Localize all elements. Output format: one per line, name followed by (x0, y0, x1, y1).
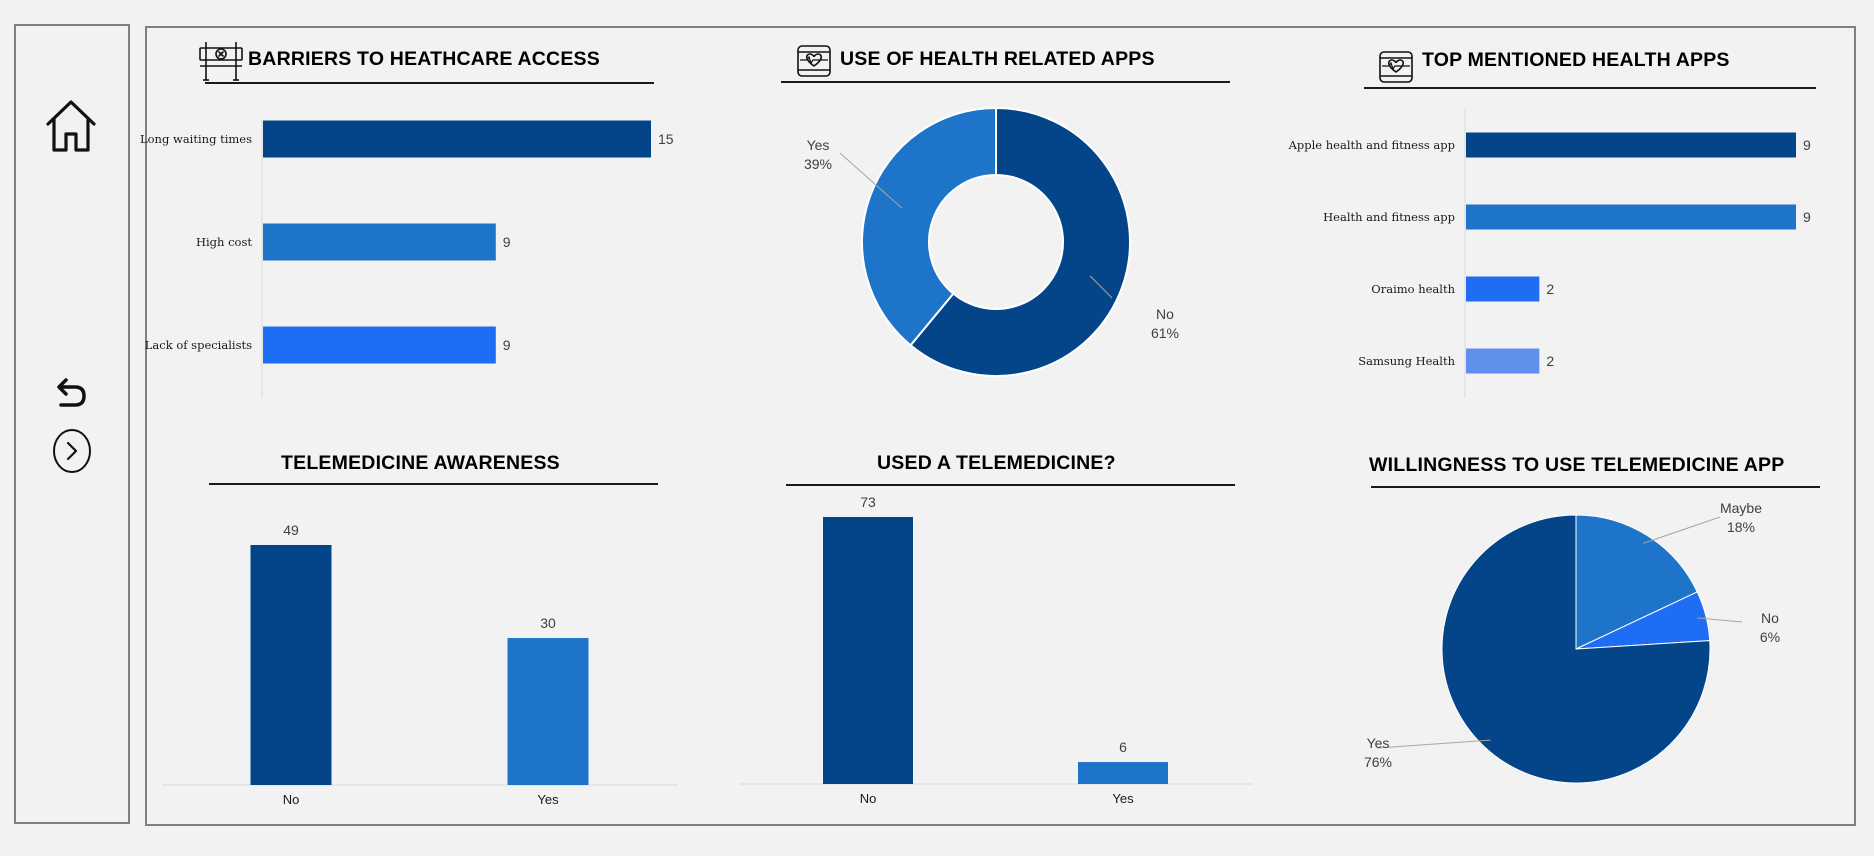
barrier-icon (199, 42, 243, 81)
barriers-title: BARRIERS TO HEATHCARE ACCESS (248, 48, 600, 70)
used-data-label: 73 (860, 494, 876, 510)
willingness-chart: Maybe 18% No 6% Yes 76% (1364, 500, 1780, 784)
willingness-slice-percent: 76% (1364, 754, 1392, 770)
top_apps-data-label: 2 (1546, 353, 1554, 369)
awareness-title-rule (209, 483, 658, 485)
apps_use-leader-line (1089, 275, 1113, 299)
used-bar (1078, 762, 1168, 784)
apps_use-slice-percent: 39% (804, 156, 832, 172)
top_apps-category-label: Health and fitness app (1323, 210, 1455, 224)
barriers-panel: BARRIERS TO HEATHCARE ACCESS Long waitin… (140, 36, 690, 406)
used-tick-label: No (860, 791, 877, 806)
barriers-bar (263, 223, 496, 261)
willingness-leader-line (1642, 516, 1721, 544)
awareness-chart: 49 No 30 Yes (162, 522, 678, 807)
top_apps-data-label: 9 (1803, 137, 1811, 153)
willingness-slice (1441, 514, 1711, 784)
awareness-bar (507, 638, 589, 785)
home-icon[interactable] (44, 98, 98, 154)
used-tick-label: Yes (1112, 791, 1134, 806)
awareness-tick-label: Yes (537, 792, 559, 807)
willingness-leader-line (1377, 739, 1491, 749)
barriers-data-label: 9 (503, 337, 511, 353)
used-bar (823, 517, 913, 784)
top_apps-category-label: Oraimo health (1371, 282, 1455, 296)
barriers-category-label: High cost (196, 235, 252, 249)
used-title-rule (786, 484, 1235, 486)
awareness-panel: TELEMEDICINE AWARENESS 49 No 30 Yes (160, 440, 690, 820)
top-apps-title: TOP MENTIONED HEALTH APPS (1422, 49, 1730, 71)
willingness-slice-name: Yes (1367, 735, 1390, 751)
awareness-bar (250, 545, 332, 785)
willingness-slice-percent: 6% (1760, 629, 1780, 645)
barriers-bar (263, 120, 651, 158)
apps-use-title: USE OF HEALTH RELATED APPS (840, 48, 1155, 70)
top_apps-bar (1466, 132, 1796, 158)
awareness-title: TELEMEDICINE AWARENESS (281, 452, 560, 474)
top-apps-chart: Apple health and fitness app 9 Health and … (1288, 109, 1811, 398)
top_apps-bar (1466, 348, 1540, 374)
apps_use-slice (909, 106, 1131, 377)
barriers-data-label: 9 (503, 234, 511, 250)
apps-use-title-rule (781, 81, 1230, 83)
willingness-title: WILLINGNESS TO USE TELEMEDICINE APP (1369, 454, 1785, 476)
willingness-slice-name: Maybe (1720, 500, 1762, 516)
apps-use-chart: No 61% Yes 39% (804, 106, 1179, 377)
top_apps-category-label: Samsung Health (1358, 354, 1455, 368)
awareness-tick-label: No (283, 792, 300, 807)
sidebar-nav (14, 24, 130, 824)
barriers-title-rule (205, 82, 654, 84)
undo-icon[interactable] (56, 376, 88, 412)
barriers-chart: Long waiting times 15 High cost 9 Lack of sp… (140, 119, 674, 398)
top_apps-bar (1466, 204, 1796, 230)
top_apps-category-label: Apple health and fitness app (1288, 138, 1455, 152)
willingness-title-rule (1371, 486, 1820, 488)
apps_use-slice-name: No (1156, 306, 1174, 322)
barriers-bar (263, 326, 496, 364)
top-apps-panel: TOP MENTIONED HEALTH APPS Apple health a… (1288, 36, 1850, 406)
barriers-category-label: Lack of specialists (145, 338, 252, 352)
barriers-category-label: Long waiting times (140, 132, 252, 146)
apps-use-panel: USE OF HEALTH RELATED APPS No 61% Yes 39% (760, 36, 1280, 406)
tablet-heart-icon (1379, 51, 1413, 83)
apps_use-slice-percent: 61% (1151, 325, 1179, 341)
next-icon[interactable] (52, 428, 92, 474)
willingness-panel: WILLINGNESS TO USE TELEMEDICINE APP Mayb… (1330, 440, 1850, 820)
top_apps-data-label: 9 (1803, 209, 1811, 225)
awareness-data-label: 49 (283, 522, 299, 538)
willingness-slice-name: No (1761, 610, 1779, 626)
willingness-leader-line (1697, 617, 1743, 623)
used-chart: 73 No 6 Yes (740, 494, 1252, 806)
apps_use-leader-line (839, 152, 903, 209)
used-data-label: 6 (1119, 739, 1127, 755)
top-apps-title-rule (1364, 87, 1816, 89)
willingness-slice-percent: 18% (1727, 519, 1755, 535)
willingness-slice (1575, 514, 1698, 650)
apps_use-slice (861, 106, 997, 347)
top_apps-data-label: 2 (1546, 281, 1554, 297)
awareness-data-label: 30 (540, 615, 556, 631)
used-panel: USED A TELEMEDICINE? 73 No 6 Yes (730, 440, 1260, 820)
barriers-data-label: 15 (658, 131, 674, 147)
used-title: USED A TELEMEDICINE? (877, 452, 1116, 474)
top_apps-bar (1466, 276, 1540, 302)
tablet-heart-icon (797, 45, 831, 77)
apps_use-slice-name: Yes (807, 137, 830, 153)
